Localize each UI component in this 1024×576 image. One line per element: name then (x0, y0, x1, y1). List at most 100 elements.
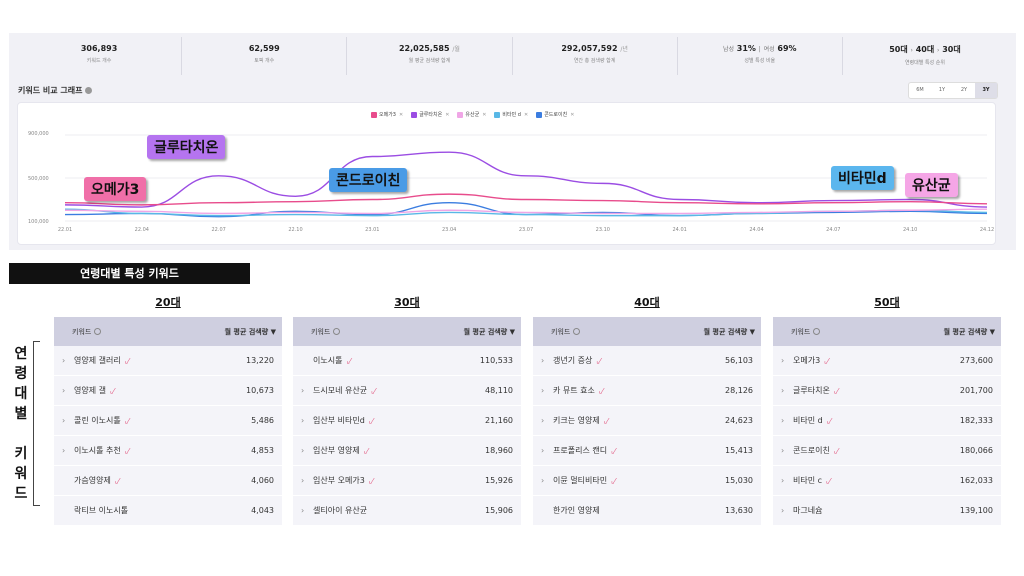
table-row[interactable]: 가슴영양제 ⌞⁄ 4,060 (54, 466, 282, 496)
trend-chart-icon[interactable]: ⌞⁄ (603, 416, 609, 425)
keyword-label[interactable]: 갱년기 증상 (553, 356, 593, 365)
chevron-right-icon[interactable]: › (301, 446, 305, 455)
chevron-right-icon[interactable]: › (62, 356, 66, 365)
keyword-label[interactable]: 프로폴리스 캔디 (553, 446, 608, 455)
remove-icon[interactable]: ✕ (398, 111, 404, 118)
table-row[interactable]: › 임산부 영양제 ⌞⁄ 18,960 (293, 436, 521, 466)
table-row[interactable]: 락티브 이노시톨 4,043 (54, 496, 282, 526)
trend-chart-icon[interactable]: ⌞⁄ (598, 386, 604, 395)
table-row[interactable]: › 이노시톨 추천 ⌞⁄ 4,853 (54, 436, 282, 466)
keyword-label[interactable]: 비타민 d (793, 416, 823, 425)
legend-item[interactable]: 유산균 ✕ (457, 111, 486, 118)
table-row[interactable]: › 오메가3 ⌞⁄ 273,600 (773, 346, 1001, 376)
trend-chart-icon[interactable]: ⌞⁄ (368, 416, 374, 425)
table-row[interactable]: › 키크는 영양제 ⌞⁄ 24,623 (533, 406, 761, 436)
trend-chart-icon[interactable]: ⌞⁄ (124, 416, 130, 425)
keyword-label[interactable]: 마그네슘 (793, 506, 823, 515)
trend-chart-icon[interactable]: ⌞⁄ (124, 356, 130, 365)
trend-chart-icon[interactable]: ⌞⁄ (124, 446, 130, 455)
chevron-right-icon[interactable]: › (62, 446, 66, 455)
chevron-right-icon[interactable]: › (301, 506, 305, 515)
keyword-label[interactable]: 락티브 이노시톨 (74, 506, 129, 515)
table-row[interactable]: › 프로폴리스 캔디 ⌞⁄ 15,413 (533, 436, 761, 466)
keyword-label[interactable]: 임산부 오메가3 (313, 476, 365, 485)
metric-col-header[interactable]: 월 평균 검색량 ▼ (463, 327, 515, 336)
keyword-label[interactable]: 가슴영양제 (74, 476, 111, 485)
trend-chart-icon[interactable]: ⌞⁄ (826, 416, 832, 425)
checkbox-icon[interactable] (371, 111, 377, 118)
table-row[interactable]: 이노시톨 ⌞⁄ 110,533 (293, 346, 521, 376)
trend-chart-icon[interactable]: ⌞⁄ (596, 356, 601, 365)
chevron-right-icon[interactable]: › (541, 386, 545, 395)
info-icon[interactable] (85, 87, 93, 94)
chevron-right-icon[interactable]: › (541, 416, 545, 425)
keyword-label[interactable]: 임산부 영양제 (313, 446, 360, 455)
keyword-label[interactable]: 글루타치온 (793, 386, 830, 395)
table-row[interactable]: › 갱년기 증상 ⌞⁄ 56,103 (533, 346, 761, 376)
chevron-right-icon[interactable]: › (781, 356, 785, 365)
chevron-right-icon[interactable]: › (62, 416, 66, 425)
table-row[interactable]: › 비타민 c ⌞⁄ 162,033 (773, 466, 1001, 496)
chevron-right-icon[interactable]: › (301, 416, 305, 425)
table-row[interactable]: › 마그네슘 139,100 (773, 496, 1001, 526)
keyword-label[interactable]: 드시모네 유산균 (313, 386, 368, 395)
remove-icon[interactable]: ✕ (570, 111, 575, 118)
legend-item[interactable]: 오메가3 ✕ (371, 111, 403, 118)
chevron-right-icon[interactable]: › (541, 356, 545, 365)
table-row[interactable]: › 셀티아이 유산균 15,906 (293, 496, 521, 526)
table-row[interactable]: › 영양제 갤러리 ⌞⁄ 13,220 (54, 346, 282, 376)
table-row[interactable]: › 글루타치온 ⌞⁄ 201,700 (773, 376, 1001, 406)
table-row[interactable]: › 임산부 비타민d ⌞⁄ 21,160 (293, 406, 521, 436)
keyword-label[interactable]: 오메가3 (793, 356, 821, 365)
keyword-label[interactable]: 비타민 c (793, 476, 823, 485)
table-row[interactable]: 한가인 영양제 13,630 (533, 496, 761, 526)
remove-icon[interactable]: ✕ (482, 111, 487, 118)
chevron-right-icon[interactable]: › (781, 386, 785, 395)
sort-down-icon[interactable]: ▼ (509, 327, 515, 336)
remove-icon[interactable]: ✕ (445, 111, 450, 118)
range-3y[interactable]: 3Y (975, 83, 997, 98)
trend-chart-icon[interactable]: ⌞⁄ (824, 356, 829, 365)
table-row[interactable]: › 영양제 갤 ⌞⁄ 10,673 (54, 376, 282, 406)
keyword-label[interactable]: 임산부 비타민d (313, 416, 365, 425)
sort-down-icon[interactable]: ▼ (989, 327, 995, 336)
range-6m[interactable]: 6M (916, 87, 924, 93)
legend-item[interactable]: 콘드로이친 ✕ (536, 111, 574, 118)
keyword-label[interactable]: 영양제 갤러리 (74, 356, 121, 365)
keyword-label[interactable]: 한가인 영양제 (553, 506, 600, 515)
table-row[interactable]: › 카 뮤트 효소 ⌞⁄ 28,126 (533, 376, 761, 406)
trend-chart-icon[interactable]: ⌞⁄ (346, 356, 351, 365)
trend-chart-icon[interactable]: ⌞⁄ (833, 446, 839, 455)
keyword-label[interactable]: 콜린 이노시톨 (74, 416, 121, 425)
checkbox-icon[interactable] (457, 111, 464, 118)
trend-chart-icon[interactable]: ⌞⁄ (826, 476, 831, 485)
chevron-right-icon[interactable]: › (781, 446, 785, 455)
trend-chart-icon[interactable]: ⌞⁄ (363, 446, 369, 455)
chevron-right-icon[interactable]: › (541, 446, 545, 455)
info-icon[interactable] (813, 328, 821, 335)
metric-col-header[interactable]: 월 평균 검색량 ▼ (224, 327, 276, 336)
chevron-right-icon[interactable]: › (781, 506, 785, 515)
chevron-right-icon[interactable]: › (781, 416, 785, 425)
trend-chart-icon[interactable]: ⌞⁄ (109, 386, 115, 395)
table-row[interactable]: › 임산부 오메가3 ⌞⁄ 15,926 (293, 466, 521, 496)
chevron-right-icon[interactable]: › (541, 476, 545, 485)
keyword-label[interactable]: 이뮨 멀티비타민 (553, 476, 608, 485)
trend-chart-icon[interactable]: ⌞⁄ (371, 386, 376, 395)
table-row[interactable]: › 콜린 이노시톨 ⌞⁄ 5,486 (54, 406, 282, 436)
remove-icon[interactable]: ✕ (524, 111, 529, 118)
range-1y[interactable]: 1Y (938, 87, 946, 93)
keyword-label[interactable]: 키크는 영양제 (553, 416, 600, 425)
table-row[interactable]: › 이뮨 멀티비타민 ⌞⁄ 15,030 (533, 466, 761, 496)
checkbox-icon[interactable] (536, 111, 543, 118)
keyword-label[interactable]: 영양제 갤 (74, 386, 106, 395)
info-icon[interactable] (573, 328, 581, 335)
legend-item[interactable]: 글루타치온 ✕ (411, 111, 449, 118)
trend-chart-icon[interactable]: ⌞⁄ (114, 476, 120, 485)
chevron-right-icon[interactable]: › (301, 476, 305, 485)
sort-down-icon[interactable]: ▼ (749, 327, 755, 336)
checkbox-icon[interactable] (411, 111, 418, 118)
table-row[interactable]: › 드시모네 유산균 ⌞⁄ 48,110 (293, 376, 521, 406)
sort-down-icon[interactable]: ▼ (270, 327, 276, 336)
legend-item[interactable]: 비타민 d ✕ (494, 111, 528, 118)
